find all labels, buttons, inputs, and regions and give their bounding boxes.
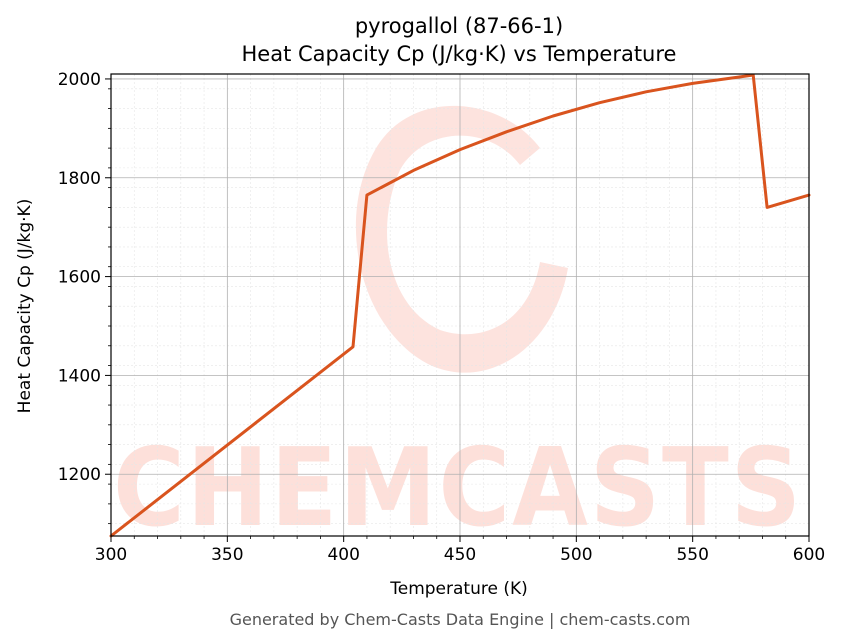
x-tick-label: 300 [95, 545, 127, 565]
x-tick-label: 350 [211, 545, 243, 565]
chart-title: pyrogallol (87-66-1) [355, 14, 563, 38]
x-tick-label: 600 [793, 545, 825, 565]
x-tick-label: 550 [676, 545, 708, 565]
series-layer [109, 73, 811, 538]
watermark-logo-icon [355, 105, 568, 373]
x-axis-label: Temperature (K) [389, 579, 528, 599]
y-tick-label: 2000 [58, 70, 101, 90]
x-tick-label: 400 [327, 545, 359, 565]
ticks: 300 350 400 450 500 550 600 1200 1400 1600 1800 200… [58, 70, 825, 565]
y-tick-label: 1200 [58, 465, 101, 485]
y-tick-label: 1600 [58, 268, 101, 288]
y-tick-label: 1800 [58, 169, 101, 189]
series-line [109, 73, 811, 538]
x-tick-label: 450 [444, 545, 476, 565]
y-axis-label: Heat Capacity Cp (J/kg·K) [15, 199, 35, 414]
y-tick-label: 1400 [58, 366, 101, 386]
footer-credit: Generated by Chem-Casts Data Engine | ch… [230, 610, 691, 629]
major-grid [110, 74, 810, 536]
x-tick-label: 500 [560, 545, 592, 565]
chart-subtitle: Heat Capacity Cp (J/kg·K) vs Temperature [242, 42, 677, 66]
